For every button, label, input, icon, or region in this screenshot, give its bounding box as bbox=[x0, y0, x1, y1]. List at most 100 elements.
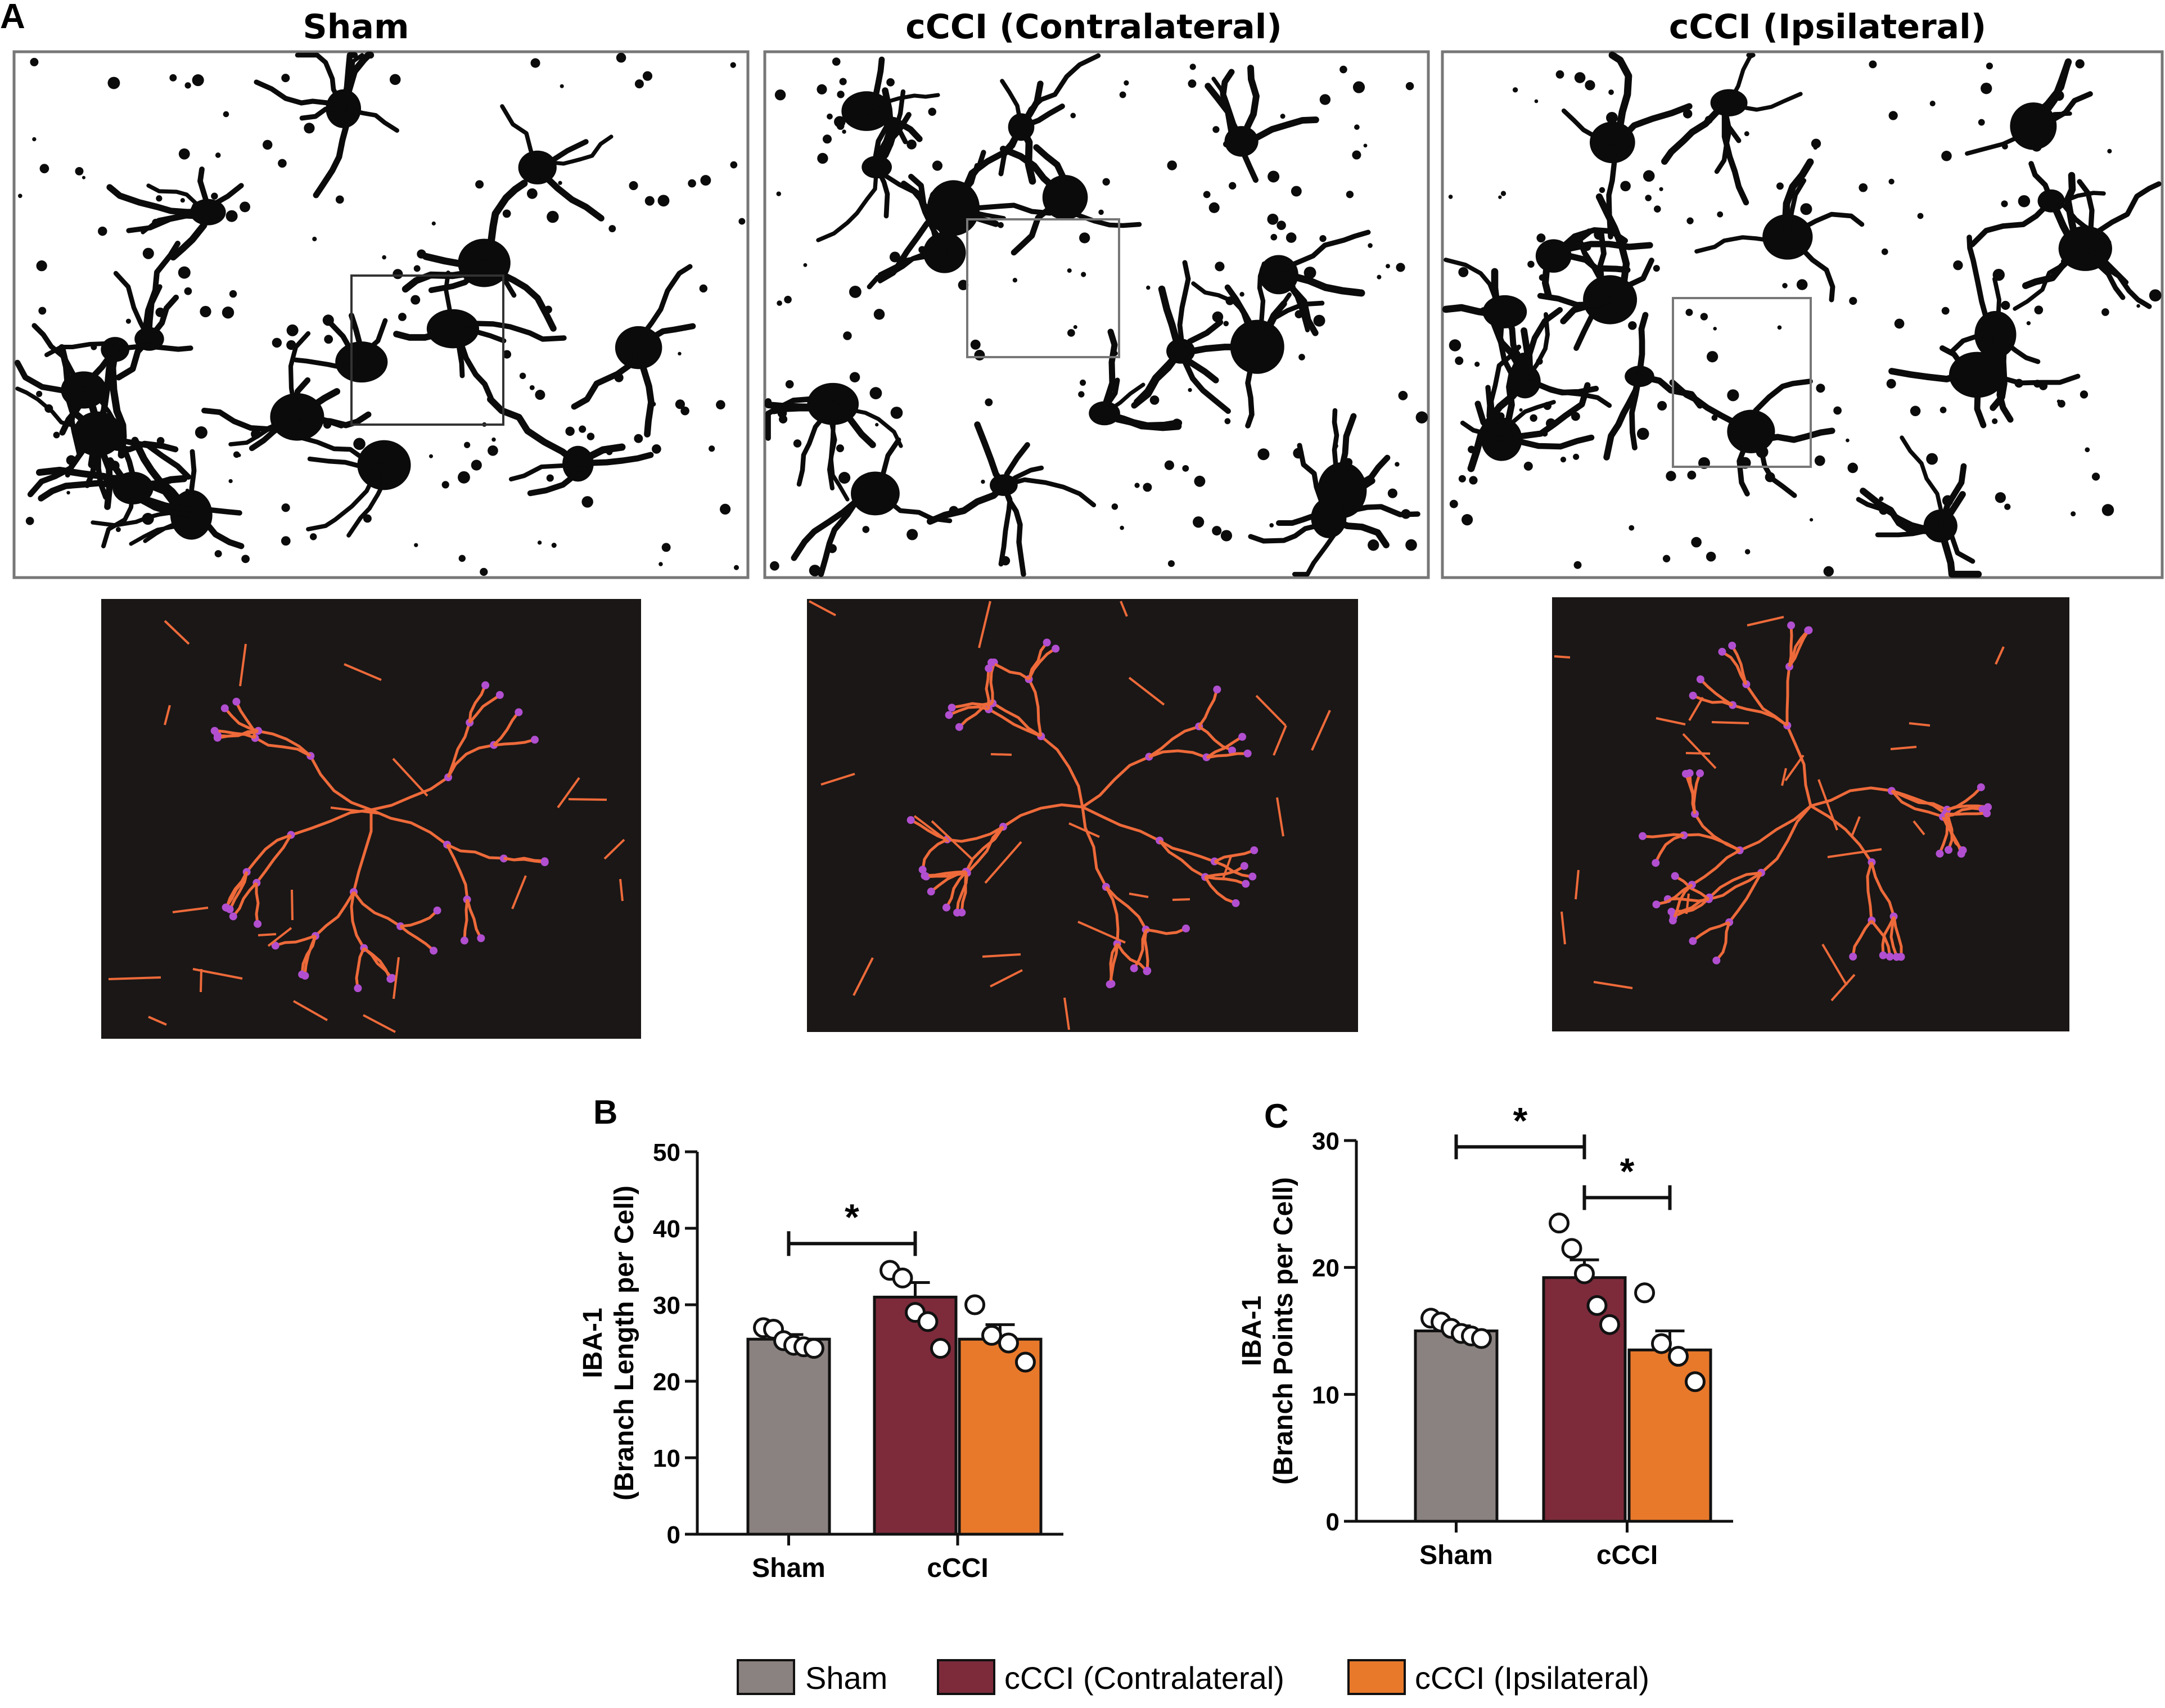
debris-speck bbox=[1917, 213, 1924, 219]
debris-speck bbox=[53, 431, 60, 439]
skeleton-branch bbox=[503, 857, 545, 863]
skeleton-fragment bbox=[1129, 893, 1149, 898]
debris-speck bbox=[774, 89, 786, 101]
skeleton-branch bbox=[1785, 724, 1812, 806]
skeleton-fragment bbox=[511, 875, 527, 909]
debris-speck bbox=[1666, 471, 1676, 481]
skeleton-junction bbox=[1712, 956, 1721, 965]
skeleton-junction bbox=[1639, 832, 1647, 840]
debris-speck bbox=[1629, 525, 1635, 531]
debris-speck bbox=[1119, 91, 1126, 98]
skeleton-junction bbox=[918, 866, 927, 874]
skeleton-junction bbox=[1671, 872, 1679, 880]
debris-speck bbox=[1239, 292, 1244, 297]
debris-speck bbox=[286, 324, 299, 336]
skeleton-branch bbox=[1672, 896, 1711, 918]
debris-speck bbox=[353, 438, 366, 450]
skeleton-fragment bbox=[1995, 646, 2005, 665]
y-tick-label: 20 bbox=[1312, 1255, 1339, 1282]
skeleton-fragment bbox=[1311, 710, 1331, 751]
skeleton-junction bbox=[985, 664, 993, 673]
skeleton-branch bbox=[1148, 725, 1199, 759]
debris-speck bbox=[1523, 461, 1533, 471]
skeleton-branch bbox=[966, 826, 1004, 874]
skeleton-fragment bbox=[557, 777, 580, 809]
skeleton-branch bbox=[468, 693, 501, 724]
skeleton-fragment bbox=[1222, 854, 1233, 879]
significance-bracket: * bbox=[1582, 1151, 1672, 1210]
debris-speck bbox=[1212, 126, 1220, 133]
debris-speck bbox=[1573, 561, 1582, 569]
debris-speck bbox=[716, 400, 725, 410]
skeleton-branch bbox=[234, 701, 257, 738]
debris-speck bbox=[2004, 503, 2011, 510]
debris-speck bbox=[240, 201, 251, 213]
debris-speck bbox=[1583, 242, 1591, 251]
debris-speck bbox=[2039, 381, 2048, 390]
debris-speck bbox=[2034, 305, 2044, 315]
data-point bbox=[917, 1311, 939, 1332]
skeleton-branch bbox=[371, 776, 449, 812]
debris-speck bbox=[1377, 274, 1382, 280]
y-tick-label: 30 bbox=[653, 1292, 680, 1319]
debris-speck bbox=[192, 74, 204, 87]
debris-speck bbox=[1489, 408, 1500, 420]
debris-speck bbox=[1298, 354, 1305, 360]
debris-speck bbox=[544, 305, 552, 314]
debris-speck bbox=[1474, 362, 1480, 367]
debris-speck bbox=[1573, 453, 1580, 460]
debris-speck bbox=[1756, 445, 1769, 458]
skeleton-branch bbox=[1889, 916, 1898, 957]
debris-speck bbox=[1368, 539, 1379, 551]
skeleton-junction bbox=[1652, 859, 1660, 867]
skeleton-junction bbox=[301, 971, 309, 980]
skeleton-branch bbox=[921, 838, 948, 870]
legend-label-sham: Sham bbox=[805, 1660, 887, 1696]
debris-speck bbox=[2075, 59, 2085, 69]
skeleton-branch bbox=[275, 934, 316, 947]
skeleton-branch bbox=[1656, 883, 1693, 906]
skeleton-branch bbox=[355, 947, 366, 989]
debris-speck bbox=[980, 161, 986, 168]
debris-speck bbox=[839, 78, 847, 85]
debris-speck bbox=[1267, 213, 1279, 225]
legend-item-contralateral: cCCI (Contralateral) bbox=[937, 1659, 1284, 1696]
skeleton-branch bbox=[352, 810, 373, 893]
skeleton-branch bbox=[1105, 886, 1148, 931]
data-point bbox=[803, 1338, 824, 1359]
data-point bbox=[998, 1332, 1019, 1354]
skeleton-fragment bbox=[1685, 752, 1711, 755]
skeleton-branch bbox=[1693, 694, 1733, 707]
skeleton-branch bbox=[990, 661, 1030, 681]
debris-speck bbox=[502, 350, 512, 359]
debris-speck bbox=[1662, 555, 1671, 562]
debris-speck bbox=[1706, 551, 1716, 562]
debris-speck bbox=[228, 479, 233, 484]
skeleton-branch bbox=[960, 871, 968, 913]
bar bbox=[1542, 1276, 1627, 1523]
skeleton-fragment bbox=[258, 933, 277, 936]
debris-speck bbox=[1926, 453, 1938, 465]
debris-speck bbox=[1462, 514, 1473, 526]
skeleton-branch bbox=[1699, 678, 1734, 707]
debris-speck bbox=[1517, 353, 1528, 364]
skeleton-junction bbox=[495, 691, 504, 699]
debris-speck bbox=[930, 190, 942, 203]
skeleton-junction bbox=[433, 906, 441, 914]
debris-speck bbox=[551, 542, 557, 548]
skeleton-branch bbox=[1143, 929, 1149, 971]
skeleton-junction bbox=[1849, 952, 1857, 961]
debris-speck bbox=[363, 514, 372, 523]
debris-speck bbox=[700, 175, 711, 186]
y-axis-title-line1: IBA-1 bbox=[578, 1308, 608, 1378]
debris-speck bbox=[372, 371, 380, 378]
debris-speck bbox=[184, 287, 192, 295]
y-tick-label: 0 bbox=[667, 1521, 680, 1549]
y-tick-label: 50 bbox=[653, 1139, 680, 1166]
debris-speck bbox=[546, 474, 554, 482]
debris-speck bbox=[1268, 170, 1280, 183]
debris-speck bbox=[1534, 99, 1539, 103]
debris-speck bbox=[1653, 205, 1661, 213]
debris-speck bbox=[304, 123, 315, 134]
debris-speck bbox=[1711, 414, 1718, 421]
